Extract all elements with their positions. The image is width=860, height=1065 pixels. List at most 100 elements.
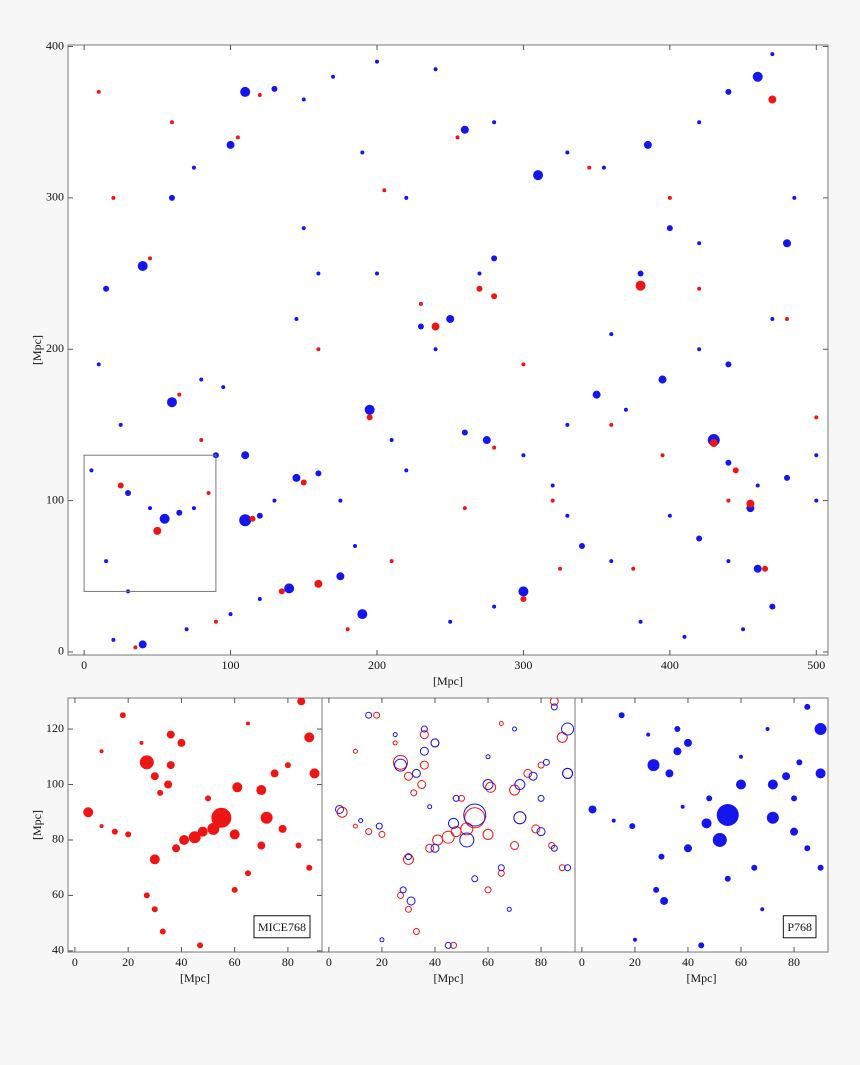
- point: [698, 942, 705, 949]
- y-tick-label: 400: [46, 38, 64, 52]
- point: [433, 347, 438, 352]
- point: [191, 506, 196, 511]
- point: [783, 474, 790, 481]
- point: [119, 712, 126, 719]
- point: [300, 479, 307, 486]
- point: [148, 506, 153, 511]
- point: [118, 422, 123, 427]
- point: [618, 712, 625, 719]
- point: [782, 239, 791, 248]
- point: [701, 818, 712, 829]
- point: [736, 779, 747, 790]
- point: [514, 779, 526, 791]
- point: [431, 322, 440, 331]
- point: [482, 436, 491, 445]
- point: [256, 512, 263, 519]
- point: [412, 927, 420, 935]
- point: [766, 811, 779, 824]
- point: [643, 140, 652, 149]
- point: [139, 755, 154, 770]
- x-tick-label: 100: [222, 658, 240, 672]
- point: [601, 165, 606, 170]
- point: [558, 566, 563, 571]
- point: [417, 780, 427, 790]
- point: [166, 761, 175, 770]
- point: [103, 285, 110, 292]
- point: [176, 509, 183, 516]
- point: [133, 645, 138, 650]
- x-tick-label: 400: [661, 658, 679, 672]
- point: [520, 595, 527, 602]
- point: [770, 52, 775, 57]
- point: [419, 760, 429, 770]
- point: [637, 270, 644, 277]
- point: [278, 824, 287, 833]
- x-tick-label: 0: [326, 955, 332, 969]
- point: [378, 830, 386, 838]
- point: [697, 286, 702, 291]
- point: [523, 768, 533, 778]
- point: [260, 811, 273, 824]
- point: [304, 732, 315, 743]
- point: [392, 754, 408, 770]
- point: [457, 794, 465, 802]
- point: [444, 941, 452, 949]
- point: [683, 844, 692, 853]
- point: [767, 779, 778, 790]
- point: [166, 730, 175, 739]
- point: [396, 891, 404, 899]
- x-tick-label: 20: [376, 955, 388, 969]
- point: [316, 271, 321, 276]
- point: [404, 468, 409, 473]
- point: [177, 738, 186, 747]
- panel-label: P768: [787, 920, 812, 934]
- point: [587, 165, 592, 170]
- point: [392, 740, 398, 746]
- point: [760, 907, 765, 912]
- point: [510, 841, 520, 851]
- point: [402, 853, 414, 865]
- x-tick-label: 0: [72, 955, 78, 969]
- point: [149, 854, 160, 865]
- point: [168, 194, 175, 201]
- point: [309, 768, 320, 779]
- point: [374, 271, 379, 276]
- point: [463, 803, 487, 827]
- point: [537, 761, 545, 769]
- point: [660, 453, 665, 458]
- point: [83, 807, 94, 818]
- point: [301, 226, 306, 231]
- point: [297, 698, 306, 706]
- point: [117, 482, 124, 489]
- point: [314, 579, 323, 588]
- point: [542, 758, 550, 766]
- point: [646, 732, 651, 737]
- point: [205, 795, 212, 802]
- x-tick-label: 40: [429, 955, 441, 969]
- point: [561, 722, 575, 736]
- y-tick-label: 0: [58, 644, 64, 658]
- point: [512, 726, 518, 732]
- point: [796, 759, 803, 766]
- point: [592, 390, 601, 399]
- point: [609, 332, 614, 337]
- point: [306, 864, 313, 871]
- point: [769, 603, 776, 610]
- point: [518, 586, 529, 597]
- point: [609, 559, 614, 564]
- x-tick-label: 80: [535, 955, 547, 969]
- point: [244, 870, 251, 877]
- point: [814, 453, 819, 458]
- point: [221, 385, 226, 390]
- point: [164, 780, 173, 789]
- point: [278, 588, 285, 595]
- point: [199, 438, 204, 443]
- point: [338, 498, 343, 503]
- point: [207, 822, 220, 835]
- point: [232, 782, 243, 793]
- point: [406, 896, 416, 906]
- plot-area: [67, 697, 323, 953]
- point: [460, 125, 469, 134]
- point: [550, 703, 558, 711]
